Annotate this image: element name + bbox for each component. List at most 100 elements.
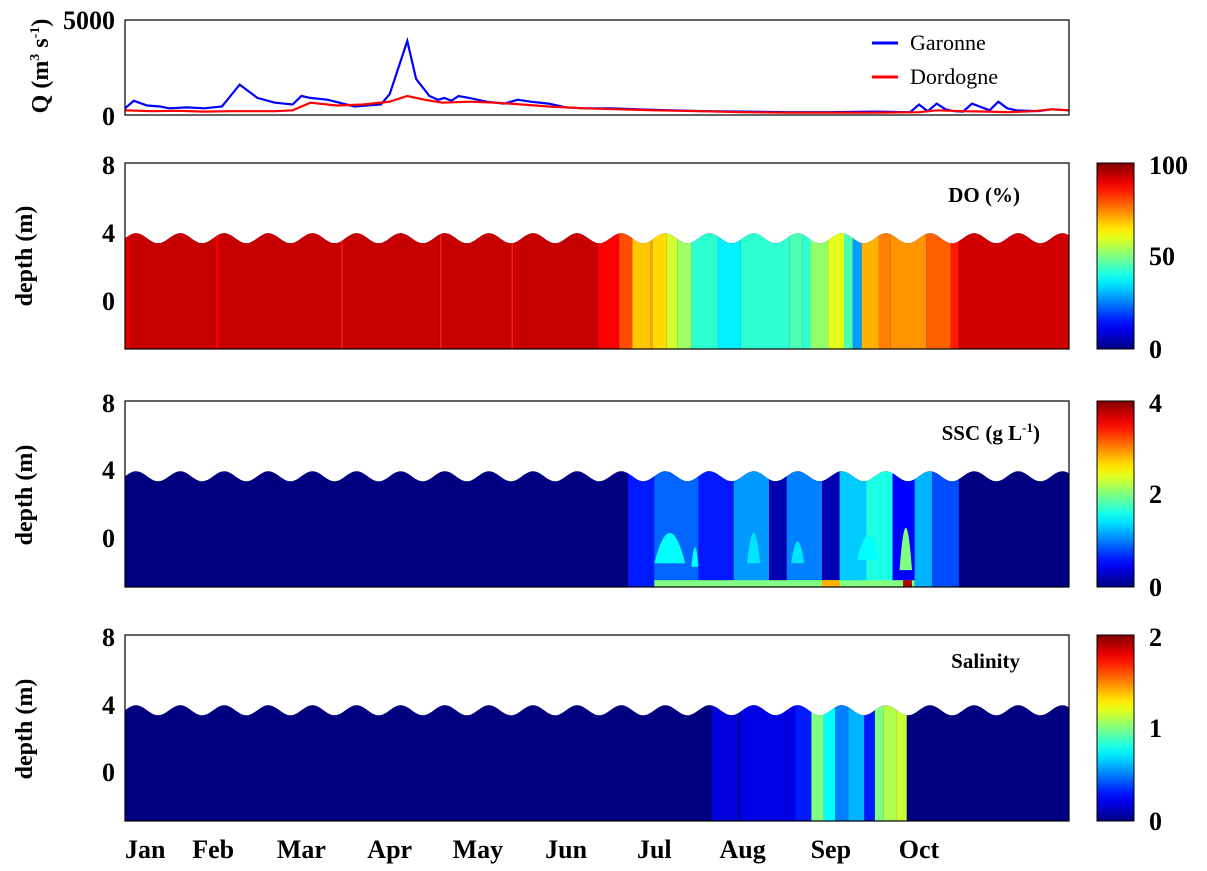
ssc-panel: depth (m) 8 4 0 SSC (g L-1) 4 2 0 [12, 389, 1162, 602]
legend-label-garonne: Garonne [910, 30, 986, 55]
do-cell [828, 233, 844, 349]
ssc-plume [899, 527, 912, 571]
ssc-cell [654, 471, 699, 587]
do-cell [342, 233, 440, 349]
salinity-axes-frame [124, 634, 1070, 822]
discharge-panel: Q (m3 s-1) 5000 0 Garonne Dordogne [28, 6, 1070, 131]
do-cell [597, 233, 620, 349]
do-ytick-0: 0 [102, 287, 115, 316]
discharge-ylabel-sup1: 3 [28, 54, 43, 61]
ssc-plume [747, 532, 761, 564]
discharge-ylabel-mid: s [28, 38, 54, 53]
salinity-cbar-tick-min: 0 [1149, 807, 1162, 836]
month-label-jan: Jan [125, 835, 166, 864]
ssc-ytick-0: 0 [102, 524, 115, 553]
salinity-cell [711, 705, 739, 821]
month-label-aug: Aug [719, 835, 765, 864]
ssc-plume [654, 532, 686, 564]
do-cell [950, 233, 959, 349]
month-label-apr: Apr [367, 835, 412, 864]
ssc-cell [769, 471, 787, 587]
do-cell [844, 233, 853, 349]
do-cell [666, 233, 678, 349]
ssc-cbar-tick-max: 4 [1149, 389, 1162, 418]
do-cell [652, 233, 667, 349]
ssc-cell [822, 471, 840, 587]
discharge-ylabel-end: ) [28, 19, 54, 27]
salinity-cell [740, 705, 796, 821]
ssc-ylabel: depth (m) [12, 445, 38, 546]
discharge-ytick-zero: 0 [102, 102, 115, 131]
salinity-ytick-0: 0 [102, 758, 115, 787]
do-cell [861, 233, 879, 349]
do-cell [341, 233, 343, 349]
ssc-colorbar [1096, 400, 1135, 588]
discharge-ytick-max: 5000 [63, 6, 115, 35]
discharge-ylabel-base: Q (m [28, 61, 54, 114]
do-cell [691, 233, 718, 349]
salinity-cell [848, 705, 865, 821]
month-label-sep: Sep [811, 835, 851, 864]
do-axes-frame [124, 162, 1070, 350]
ssc-title-base: SSC (g L [942, 421, 1023, 445]
salinity-cbar-tick-max: 2 [1149, 623, 1162, 652]
ssc-plume [857, 535, 880, 560]
do-ytick-8: 8 [102, 151, 115, 180]
month-label-oct: Oct [899, 835, 940, 864]
do-colorbar [1096, 162, 1135, 350]
salinity-cell [874, 705, 884, 821]
legend-label-dordogne: Dordogne [910, 64, 998, 89]
do-cell [125, 233, 131, 349]
do-title: DO (%) [948, 183, 1020, 207]
salinity-cell [864, 705, 875, 821]
ssc-cell [914, 471, 933, 587]
salinity-panel: depth (m) 8 4 0 Salinity 2 1 0 [12, 623, 1162, 836]
do-cell [717, 233, 741, 349]
do-cbar-tick-max: 100 [1149, 151, 1188, 180]
ssc-cell [698, 471, 734, 587]
discharge-ylabel: Q (m3 s-1) [28, 19, 54, 114]
ssc-cell [866, 471, 893, 587]
salinity-ylabel: depth (m) [12, 679, 38, 780]
do-cell [441, 233, 512, 349]
ssc-bottom-layer [903, 580, 912, 587]
ssc-plume [691, 547, 699, 567]
do-cell [650, 233, 653, 349]
do-cell [520, 233, 598, 349]
ssc-cell [627, 471, 655, 587]
ssc-plume [791, 541, 805, 564]
ssc-title: SSC (g L-1) [942, 420, 1040, 445]
salinity-water-background [125, 705, 1069, 821]
salinity-cell [835, 705, 849, 821]
salinity-cell [811, 705, 824, 821]
salinity-ytick-4: 4 [102, 691, 115, 720]
do-cell [130, 233, 216, 349]
do-cell [619, 233, 633, 349]
do-cell [878, 233, 891, 349]
salinity-cell [883, 705, 897, 821]
month-label-mar: Mar [277, 835, 326, 864]
ssc-bottom-layer [654, 580, 915, 587]
ssc-cbar-tick-mid: 2 [1149, 480, 1162, 509]
ssc-axes-frame [124, 400, 1070, 588]
ssc-cbar-tick-min: 0 [1149, 573, 1162, 602]
do-cbar-tick-min: 0 [1149, 335, 1162, 364]
series-line-dordogne [124, 94, 1070, 114]
ssc-ytick-8: 8 [102, 389, 115, 418]
salinity-ytick-8: 8 [102, 623, 115, 652]
month-label-may: May [453, 835, 504, 864]
do-cell [958, 233, 1069, 349]
month-label-jul: Jul [637, 835, 672, 864]
salinity-cbar-tick-mid: 1 [1149, 714, 1162, 743]
ssc-cell [839, 471, 867, 587]
ssc-bottom-layer [822, 580, 840, 587]
do-cell [926, 233, 951, 349]
do-cell [218, 233, 342, 349]
ssc-cell [932, 471, 959, 587]
discharge-axes-frame [124, 19, 1070, 116]
salinity-colorbar [1096, 634, 1135, 822]
do-cell [215, 233, 219, 349]
do-cell [440, 233, 442, 349]
do-ytick-4: 4 [102, 219, 115, 248]
